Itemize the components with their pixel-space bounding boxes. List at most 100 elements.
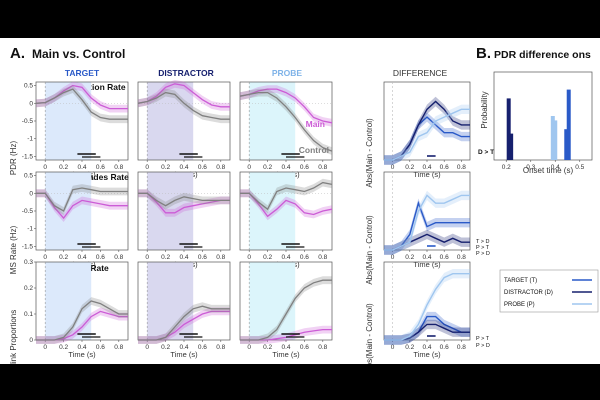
diff-row1-xtick-label: 0 — [391, 254, 395, 261]
column-title-target: TARGET — [65, 68, 100, 78]
row1-col2-xtick-label: 0.2 — [263, 254, 272, 261]
row0-col2-control-band — [240, 88, 332, 155]
diff-row0-xtick-label: 0.2 — [405, 164, 414, 171]
row2-col1-xlabel: Time (s) — [170, 350, 198, 359]
row1-col2-control-band — [240, 178, 332, 214]
legend-distractor-text: DISTRACTOR (D) — [504, 290, 553, 296]
row0-col1-xtick-label: 0 — [145, 164, 149, 171]
row2-col2-xtick-label: 0.8 — [318, 344, 327, 351]
row2-col2-xtick-label: 0.4 — [281, 344, 290, 351]
row0-col0-ytick-label: 0 — [29, 100, 33, 107]
row2-col2-control-line — [240, 279, 332, 341]
row1-col2-control-line — [240, 181, 333, 211]
row1-col1-xtick-label: 0.4 — [179, 254, 188, 261]
diff-row0-series0-band — [384, 112, 470, 165]
row1-col1-stimulus-shading — [147, 172, 194, 250]
row0-col0-ytick-label: -1.5 — [22, 153, 34, 160]
row1-col0-ytick-label: 0.5 — [24, 173, 33, 180]
diff-row0-series1-band — [384, 96, 470, 165]
row2-col2-xtick-label: 0.2 — [263, 344, 272, 351]
row2-col0-control-band — [36, 297, 128, 344]
row0-col2-xtick-label: 0.6 — [300, 164, 309, 171]
row1-col1-xtick-label: 0 — [145, 254, 149, 261]
hist-bar-distractor — [506, 98, 511, 160]
row2-col0-ytick-label: 0.3 — [24, 259, 33, 266]
row2-col2-stimulus-shading — [249, 262, 296, 340]
panel-b-ylabel: Probability — [480, 91, 489, 128]
row1-col0-xtick-label: 0.4 — [77, 254, 86, 261]
diff-row0-xtick-label: 0.8 — [457, 164, 466, 171]
row0-col1-stimulus-shading — [147, 82, 194, 160]
panel-b-label: B. — [476, 45, 491, 62]
hist-xtick-label: 0.5 — [575, 164, 584, 171]
column-title-distractor: DISTRACTOR — [158, 68, 214, 78]
diff-row2-xtick-label: 0 — [391, 344, 395, 351]
diff-row2-xtick-label: 0.6 — [440, 344, 449, 351]
diff-row1-xtick-label: 0.4 — [422, 254, 431, 261]
row1-col2-xtick-label: 0.4 — [281, 254, 290, 261]
row2-col0-ytick-label: 0.1 — [24, 311, 33, 318]
diff-ms-sig-label: T > D — [476, 239, 490, 245]
diff-ms-sig-label: P > T — [476, 245, 490, 251]
diff-row2-series2-band — [384, 269, 470, 345]
row1-col0-ytick-label: -1 — [27, 226, 33, 233]
row1-col0-ytick-label: 0 — [29, 190, 33, 197]
diff-row2-xtick-label: 0.4 — [422, 344, 431, 351]
panel-a-title: Main vs. Control — [32, 47, 125, 61]
row0-col0-xtick-label: 0.8 — [114, 164, 123, 171]
ylabel-ms: MS Rate (Hz) — [9, 225, 18, 274]
row1-col2-xtick-label: 0.6 — [300, 254, 309, 261]
row0-col0-main-band — [36, 81, 128, 113]
diff-row1-series2-line — [384, 194, 470, 251]
hist-bar-probe — [553, 120, 558, 160]
row1-col0-xtick-label: 0 — [43, 254, 47, 261]
row2-col1-xtick-label: 0.4 — [179, 344, 188, 351]
row1-col0-xtick-label: 0.6 — [96, 254, 105, 261]
row2-col0-xtick-label: 0.4 — [77, 344, 86, 351]
row1-col0-main-band — [36, 189, 128, 222]
row2-col0-xlabel: Time (s) — [68, 350, 96, 359]
panel-a-label: A. — [10, 45, 25, 62]
figure-canvas: A. Main vs. Control TARGET DISTRACTOR PR… — [0, 38, 600, 373]
ylabel-diff-pdr: Abs(Main - Control) — [365, 118, 374, 188]
row2-col0-xtick-label: 0.8 — [114, 344, 123, 351]
ylabel-pdr: PDR (Hz) — [9, 141, 18, 176]
row1-col0-ytick-label: -1.5 — [22, 243, 34, 250]
row1-col1-control-line — [138, 192, 230, 207]
diff-row1-xtick-label: 0.6 — [440, 254, 449, 261]
row0-col2-main-line — [239, 88, 333, 124]
panel-b-title: PDR difference ons — [494, 49, 591, 61]
row2-col2-xtick-label: 0.6 — [300, 344, 309, 351]
ylabel-diff-ms: Abs(Main - Control) — [365, 215, 374, 285]
row1-col2-main-line — [240, 192, 333, 218]
row2-col0-stimulus-shading — [45, 262, 92, 340]
row2-col1-stimulus-shading — [147, 262, 194, 340]
diff-row2-xtick-label: 0.2 — [405, 344, 414, 351]
diff-row0-xtick-label: 0.4 — [422, 164, 431, 171]
diff-row1-xtick-label: 0.2 — [405, 254, 414, 261]
ylabel-blink: Blink Proportions — [9, 310, 18, 364]
row0-col1-xtick-label: 0.6 — [198, 164, 207, 171]
row1-col0-xtick-label: 0.2 — [59, 254, 68, 261]
row1-col1-xtick-label: 0.2 — [161, 254, 170, 261]
panel-b-xlabel: Onset time (s) — [523, 166, 574, 175]
diff-row2-xtick-label: 0.8 — [457, 344, 466, 351]
figure-svg: A. Main vs. Control TARGET DISTRACTOR PR… — [9, 45, 599, 373]
row1-col2-xtick-label: 0 — [247, 254, 251, 261]
row0-col2-xtick-label: 0.8 — [318, 164, 327, 171]
row0-col0-control-line — [35, 88, 128, 120]
row2-col0-control-line — [36, 300, 128, 341]
row0-col2-xtick-label: 0 — [247, 164, 251, 171]
row1-col0-xtick-label: 0.8 — [114, 254, 123, 261]
plots-layer: 0 0.2 0.4 0.6 0.8 0.5 0 -0.5 -1 -1.5 Time (s) 0 0.2 0… — [22, 71, 593, 359]
row2-col0-xtick-label: 0.2 — [59, 344, 68, 351]
diff-row1-xlabel: Time (s) — [413, 260, 441, 269]
diff-blink-sig-label: P > T — [476, 336, 490, 342]
diff-row2-series0-band — [384, 311, 470, 345]
column-title-probe: PROBE — [272, 68, 303, 78]
diff-row1-series2-band — [384, 190, 470, 255]
legend-probe-text: PROBE (P) — [504, 302, 535, 308]
hist-xtick-label: 0.3 — [526, 164, 535, 171]
row0-col1-xtick-label: 0.2 — [161, 164, 170, 171]
row2-col0-ytick-label: 0 — [29, 337, 33, 344]
